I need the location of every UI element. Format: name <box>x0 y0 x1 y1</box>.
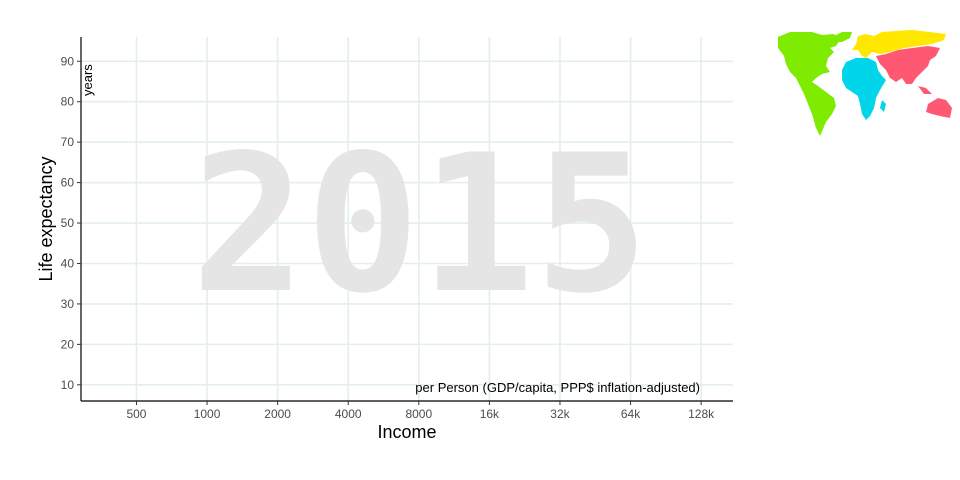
region-legend-map[interactable] <box>778 30 952 136</box>
y-tick-label: 50 <box>61 216 75 230</box>
x-tick-label: 128k <box>688 407 715 421</box>
x-tick-label: 64k <box>621 407 641 421</box>
x-tick-label: 16k <box>480 407 500 421</box>
y-tick-label: 80 <box>61 95 75 109</box>
x-tick-label: 1000 <box>194 407 221 421</box>
x-unit-label: per Person (GDP/capita, PPP$ inflation-a… <box>415 380 700 395</box>
legend-region-americas[interactable] <box>778 32 852 136</box>
legend-region-africa[interactable] <box>842 58 886 120</box>
x-tick-label: 4000 <box>335 407 362 421</box>
x-tick-label: 500 <box>126 407 146 421</box>
grid-layer <box>81 37 733 401</box>
y-tick-label: 30 <box>61 297 75 311</box>
y-unit-label: years <box>80 64 95 96</box>
y-tick-label: 90 <box>61 54 75 68</box>
x-tick-label: 8000 <box>405 407 432 421</box>
y-tick-label: 70 <box>61 135 75 149</box>
x-tick-label: 2000 <box>264 407 291 421</box>
y-tick-label: 20 <box>61 337 75 351</box>
tick-layer: 500 1000 2000 4000 8000 16k 32k 64k 128k 10 20 30 40… <box>61 54 716 421</box>
legend-region-europe[interactable] <box>852 30 946 58</box>
y-tick-label: 60 <box>61 176 75 190</box>
y-axis-title: Life expectancy <box>36 156 56 281</box>
year-watermark: 2015 <box>191 114 649 335</box>
legend-region-asia[interactable] <box>876 46 952 118</box>
y-tick-label: 10 <box>61 378 75 392</box>
y-tick-label: 40 <box>61 256 75 270</box>
axis-layer <box>80 37 733 402</box>
x-tick-label: 32k <box>550 407 570 421</box>
x-axis-title: Income <box>377 422 436 442</box>
